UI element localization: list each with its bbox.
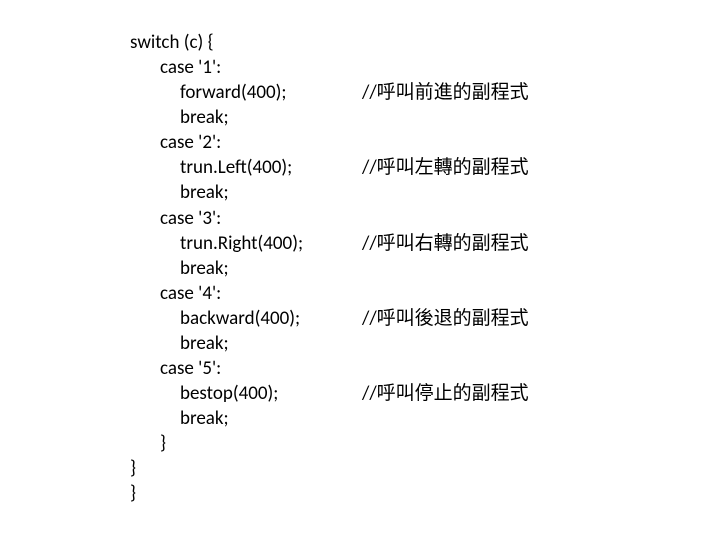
code-comment: //呼叫停止的副程式: [362, 381, 529, 406]
code-line: break;: [130, 105, 303, 130]
code-line: break;: [130, 180, 303, 205]
code-text: case '2':: [130, 130, 221, 155]
code-line: case '3':: [130, 206, 303, 231]
code-line: }: [130, 456, 303, 481]
code-text: bestop(400);: [130, 381, 278, 406]
code-text: forward(400);: [130, 80, 286, 105]
code-line: break;: [130, 256, 303, 281]
code-text: }: [130, 456, 136, 481]
code-line: switch (c) {: [130, 30, 303, 55]
code-text: trun.Right(400);: [130, 231, 303, 256]
code-comment: //呼叫後退的副程式: [362, 306, 529, 331]
code-text: backward(400);: [130, 306, 300, 331]
code-line: forward(400);//呼叫前進的副程式: [130, 80, 303, 105]
code-text: }: [130, 481, 136, 506]
code-text: break;: [130, 105, 229, 130]
code-text: case '5':: [130, 356, 221, 381]
code-text: switch (c) {: [130, 30, 214, 55]
code-text: break;: [130, 256, 229, 281]
code-line: bestop(400);//呼叫停止的副程式: [130, 381, 303, 406]
code-text: break;: [130, 331, 229, 356]
code-text: case '4':: [130, 281, 221, 306]
code-line: case '1':: [130, 55, 303, 80]
code-text: case '1':: [130, 55, 221, 80]
code-line: break;: [130, 331, 303, 356]
code-block: switch (c) { case '1': forward(400);//呼叫…: [130, 30, 303, 506]
code-line: trun.Right(400);//呼叫右轉的副程式: [130, 231, 303, 256]
code-text: trun.Left(400);: [130, 155, 292, 180]
code-line: backward(400);//呼叫後退的副程式: [130, 306, 303, 331]
code-line: }: [130, 481, 303, 506]
code-text: break;: [130, 406, 229, 431]
code-comment: //呼叫前進的副程式: [362, 80, 529, 105]
code-comment: //呼叫左轉的副程式: [362, 155, 529, 180]
code-line: case '4':: [130, 281, 303, 306]
code-line: trun.Left(400);//呼叫左轉的副程式: [130, 155, 303, 180]
code-comment: //呼叫右轉的副程式: [362, 231, 529, 256]
code-line: case '5':: [130, 356, 303, 381]
code-text: }: [130, 431, 166, 456]
code-line: }: [130, 431, 303, 456]
code-line: case '2':: [130, 130, 303, 155]
code-text: break;: [130, 180, 229, 205]
code-line: break;: [130, 406, 303, 431]
code-text: case '3':: [130, 206, 221, 231]
